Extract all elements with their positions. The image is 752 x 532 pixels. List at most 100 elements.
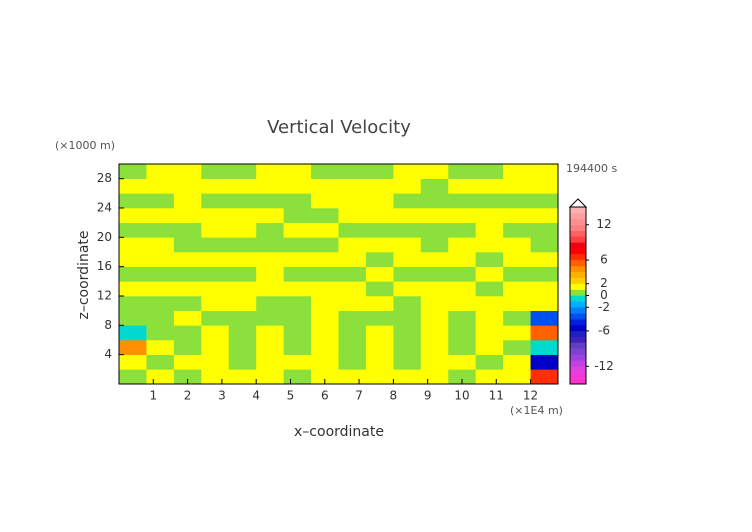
field-cell [173,237,202,253]
field-cell [146,222,175,238]
field-cell [283,369,312,385]
field-cell [173,208,202,223]
field-cell [119,193,147,209]
field-cell [393,310,422,326]
field-cell [530,164,559,179]
field-cell [119,252,147,267]
y-tick-label: 20 [97,230,112,244]
colorbar-bin [570,230,586,237]
y-tick-label: 28 [97,171,112,185]
field-cell [365,237,394,253]
field-cell [475,369,504,385]
field-cell [283,296,312,311]
field-cell [475,193,504,209]
field-cell [311,340,339,355]
y-unit: (×1000 m) [55,139,115,152]
colorbar-tick-label: 2 [600,276,608,290]
field-cell [503,164,531,179]
field-cell [228,193,257,209]
field-cell [283,281,312,297]
colorbar-bin [570,336,586,343]
field-cell [173,354,202,370]
field-cell [283,237,312,253]
colorbar-bin [570,378,586,385]
field-cell [365,222,394,238]
field-cell [448,208,476,223]
colorbar-bin [570,330,586,337]
field-cell [228,222,257,238]
field-cell [530,193,559,209]
field-cell [201,340,230,355]
x-tick-label: 8 [390,389,398,403]
field-cell [283,354,312,370]
field-cell [201,252,230,267]
field-cell [338,354,367,370]
field-cell [365,310,394,326]
x-tick-label: 5 [287,389,295,403]
colorbar-bin [570,354,586,361]
field-cell [146,208,175,223]
field-cell [311,369,339,385]
field-cell [173,325,202,341]
colorbar-bin [570,319,586,326]
field-cell [119,164,147,179]
field-cell [503,310,531,326]
field-cell [475,252,504,267]
field-cell [393,237,422,253]
field-cell [365,178,394,194]
field-cell [338,325,367,341]
field-cell [393,340,422,355]
x-unit: (×1E4 m) [510,404,563,417]
field-cell [201,369,230,385]
colorbar-bin [570,212,586,219]
field-cell [393,222,422,238]
field-cell [503,325,531,341]
field-cell [173,164,202,179]
colorbar-tick-label: 0 [600,288,608,302]
field-cell [530,296,559,311]
field-cell [393,354,422,370]
field-cell [530,208,559,223]
y-tick-label: 8 [104,318,112,332]
field-cell [503,237,531,253]
field-cell [228,340,257,355]
field-cell [228,369,257,385]
field-cell [530,340,559,355]
colorbar-bin [570,224,586,231]
field-cell [311,310,339,326]
colorbar-bin [570,254,586,261]
field-cell [420,310,449,326]
field-cell [503,354,531,370]
colorbar-bin [570,248,586,255]
field-cell [420,178,449,194]
field-cell [365,340,394,355]
field-cell [503,340,531,355]
field-cell [201,237,230,253]
field-cell [201,310,230,326]
field-cell [365,296,394,311]
colorbar-bin [570,342,586,349]
field-cell [146,369,175,385]
field-cell [311,325,339,341]
field-cell [256,222,284,238]
field-cell [146,178,175,194]
field-cell [420,193,449,209]
field-cell [420,237,449,253]
field-cell [365,193,394,209]
x-tick-label: 2 [184,389,192,403]
field-cell [420,252,449,267]
colorbar-tick-label: -2 [598,300,610,314]
x-tick-label: 12 [523,389,538,403]
field-cell [119,178,147,194]
field-cell [311,222,339,238]
field-cell [283,340,312,355]
colorbar-bin [570,236,586,243]
field-cell [228,325,257,341]
field-cell [420,208,449,223]
field-cell [119,354,147,370]
field-cell [146,354,175,370]
colorbar-bin [570,218,586,225]
field-cell [338,208,367,223]
field-cell [503,281,531,297]
field-cell [228,178,257,194]
